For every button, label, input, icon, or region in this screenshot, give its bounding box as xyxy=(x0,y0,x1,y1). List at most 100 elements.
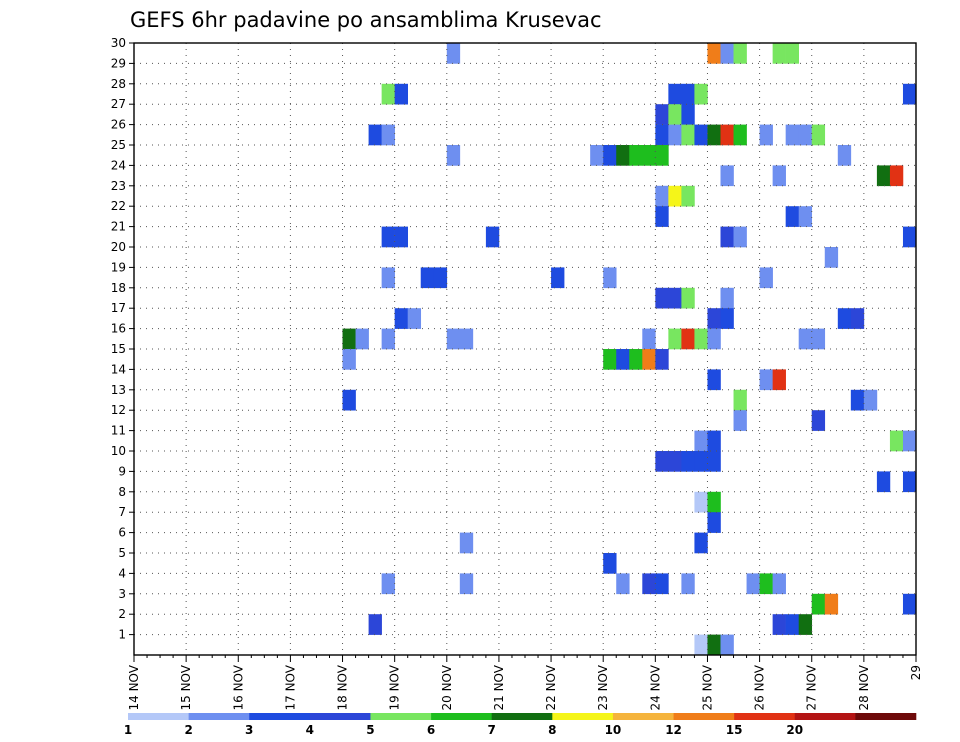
heatmap-cell-102 xyxy=(681,451,695,472)
heatmap-cell-94 xyxy=(733,410,747,431)
heatmap-cell-77 xyxy=(694,328,708,350)
heatmap-cell-10 xyxy=(694,83,708,105)
heatmap-cell-2 xyxy=(720,43,734,64)
heatmap-cell-71 xyxy=(381,328,395,350)
heatmap-cell-86 xyxy=(655,349,669,370)
heatmap-cell-29 xyxy=(590,145,604,166)
heatmap-cell-119 xyxy=(746,573,760,595)
heatmap-cell-78 xyxy=(707,328,721,350)
heatmap-cell-96 xyxy=(694,430,708,452)
heatmap-cells xyxy=(342,43,917,656)
heatmap-cell-34 xyxy=(655,145,669,166)
heatmap-cell-47 xyxy=(394,226,408,248)
heatmap-cell-21 xyxy=(707,124,721,146)
y-tick-label: 24 xyxy=(111,158,126,172)
heatmap-cell-70 xyxy=(355,328,369,350)
heatmap-cell-1 xyxy=(707,43,721,64)
legend-label: 8 xyxy=(548,723,556,737)
heatmap-cell-92 xyxy=(850,389,865,411)
legend-swatch-3 xyxy=(309,713,371,720)
heatmap-cell-11 xyxy=(902,83,917,105)
heatmap-cell-27 xyxy=(811,124,826,146)
x-tick-label: 18 NOV xyxy=(336,664,350,710)
legend-label: 7 xyxy=(488,723,496,737)
x-tick-label: 17 NOV xyxy=(283,664,297,710)
heatmap-cell-5 xyxy=(785,43,799,64)
heatmap-cell-82 xyxy=(603,349,617,370)
x-tick-label: 24 NOV xyxy=(648,664,662,710)
heatmap-cell-66 xyxy=(720,308,734,329)
legend-label: 3 xyxy=(245,723,253,737)
heatmap-cell-24 xyxy=(759,124,773,146)
heatmap-cell-118 xyxy=(681,573,695,595)
heatmap-cell-67 xyxy=(837,308,852,329)
heatmap-cell-52 xyxy=(824,247,839,268)
legend-swatch-9 xyxy=(673,713,735,720)
heatmap-cell-26 xyxy=(798,124,813,146)
heatmap-cell-0 xyxy=(446,43,461,64)
heatmap-cell-68 xyxy=(850,308,865,329)
heatmap-cell-63 xyxy=(394,308,408,329)
legend-swatch-0 xyxy=(128,713,189,720)
y-tick-label: 16 xyxy=(111,322,126,336)
plot-frame xyxy=(133,42,917,656)
y-tick-label: 25 xyxy=(111,138,126,152)
heatmap-cell-88 xyxy=(759,369,773,391)
y-tick-label: 3 xyxy=(118,587,126,601)
heatmap-cell-106 xyxy=(902,471,917,493)
heatmap-cell-101 xyxy=(668,451,682,472)
x-tick-label: 28 NOV xyxy=(857,664,871,710)
heatmap-cell-112 xyxy=(603,553,617,574)
heatmap-cell-20 xyxy=(694,124,708,146)
heatmap-cell-110 xyxy=(459,532,474,554)
heatmap-cell-129 xyxy=(694,634,708,656)
heatmap-cell-38 xyxy=(876,165,891,187)
y-tick-label: 22 xyxy=(111,199,126,213)
heatmap-cell-58 xyxy=(759,267,773,289)
heatmap-cell-115 xyxy=(616,573,630,595)
y-tick-label: 8 xyxy=(118,485,126,499)
heatmap-cell-65 xyxy=(707,308,721,329)
heatmap-cell-36 xyxy=(720,165,734,187)
heatmap-cell-41 xyxy=(668,185,682,207)
heatmap-cell-13 xyxy=(668,104,682,125)
heatmap-cell-60 xyxy=(668,287,682,309)
x-tick-label: 14 NOV xyxy=(127,664,141,710)
y-tick-label: 28 xyxy=(111,77,126,91)
heatmap-cell-8 xyxy=(668,83,682,105)
x-tick-label: 21 NOV xyxy=(492,664,506,710)
heatmap-cell-25 xyxy=(785,124,799,146)
heatmap-cell-45 xyxy=(798,206,813,227)
y-tick-label: 14 xyxy=(111,362,126,376)
heatmap-cell-35 xyxy=(837,145,852,166)
y-tick-label: 18 xyxy=(111,281,126,295)
heatmap-cell-74 xyxy=(642,328,656,350)
y-tick-label: 10 xyxy=(111,444,126,458)
x-tick-label: 15 NOV xyxy=(179,664,193,710)
legend-swatch-2 xyxy=(249,713,311,720)
legend-label: 1 xyxy=(124,723,132,737)
legend-swatch-5 xyxy=(431,713,492,720)
y-tick-label: 23 xyxy=(111,179,126,193)
heatmap-cell-127 xyxy=(785,614,799,635)
heatmap-cell-44 xyxy=(785,206,799,227)
heatmap-cell-69 xyxy=(342,328,356,350)
heatmap-cell-84 xyxy=(629,349,643,370)
color-legend: 1 2 3 4 5 6 7 8 10 12 15 20 xyxy=(124,713,917,737)
y-tick-label: 12 xyxy=(111,403,126,417)
heatmap-cell-12 xyxy=(655,104,669,125)
heatmap-cell-75 xyxy=(668,328,682,350)
y-tick-label: 19 xyxy=(111,260,126,274)
heatmap-cell-53 xyxy=(381,267,395,289)
heatmap-cell-46 xyxy=(381,226,395,248)
heatmap-cell-93 xyxy=(863,389,878,411)
y-tick-label: 20 xyxy=(111,240,126,254)
heatmap-cell-104 xyxy=(707,451,721,472)
heatmap-cell-49 xyxy=(720,226,734,248)
x-tick-label: 16 NOV xyxy=(231,664,245,710)
legend-swatch-12 xyxy=(855,713,917,720)
heatmap-cell-50 xyxy=(733,226,747,248)
y-axis-ticks: 1234567891011121314151617181920212223242… xyxy=(111,36,134,642)
x-tick-label: 26 NOV xyxy=(753,664,767,710)
heatmap-cell-76 xyxy=(681,328,695,350)
